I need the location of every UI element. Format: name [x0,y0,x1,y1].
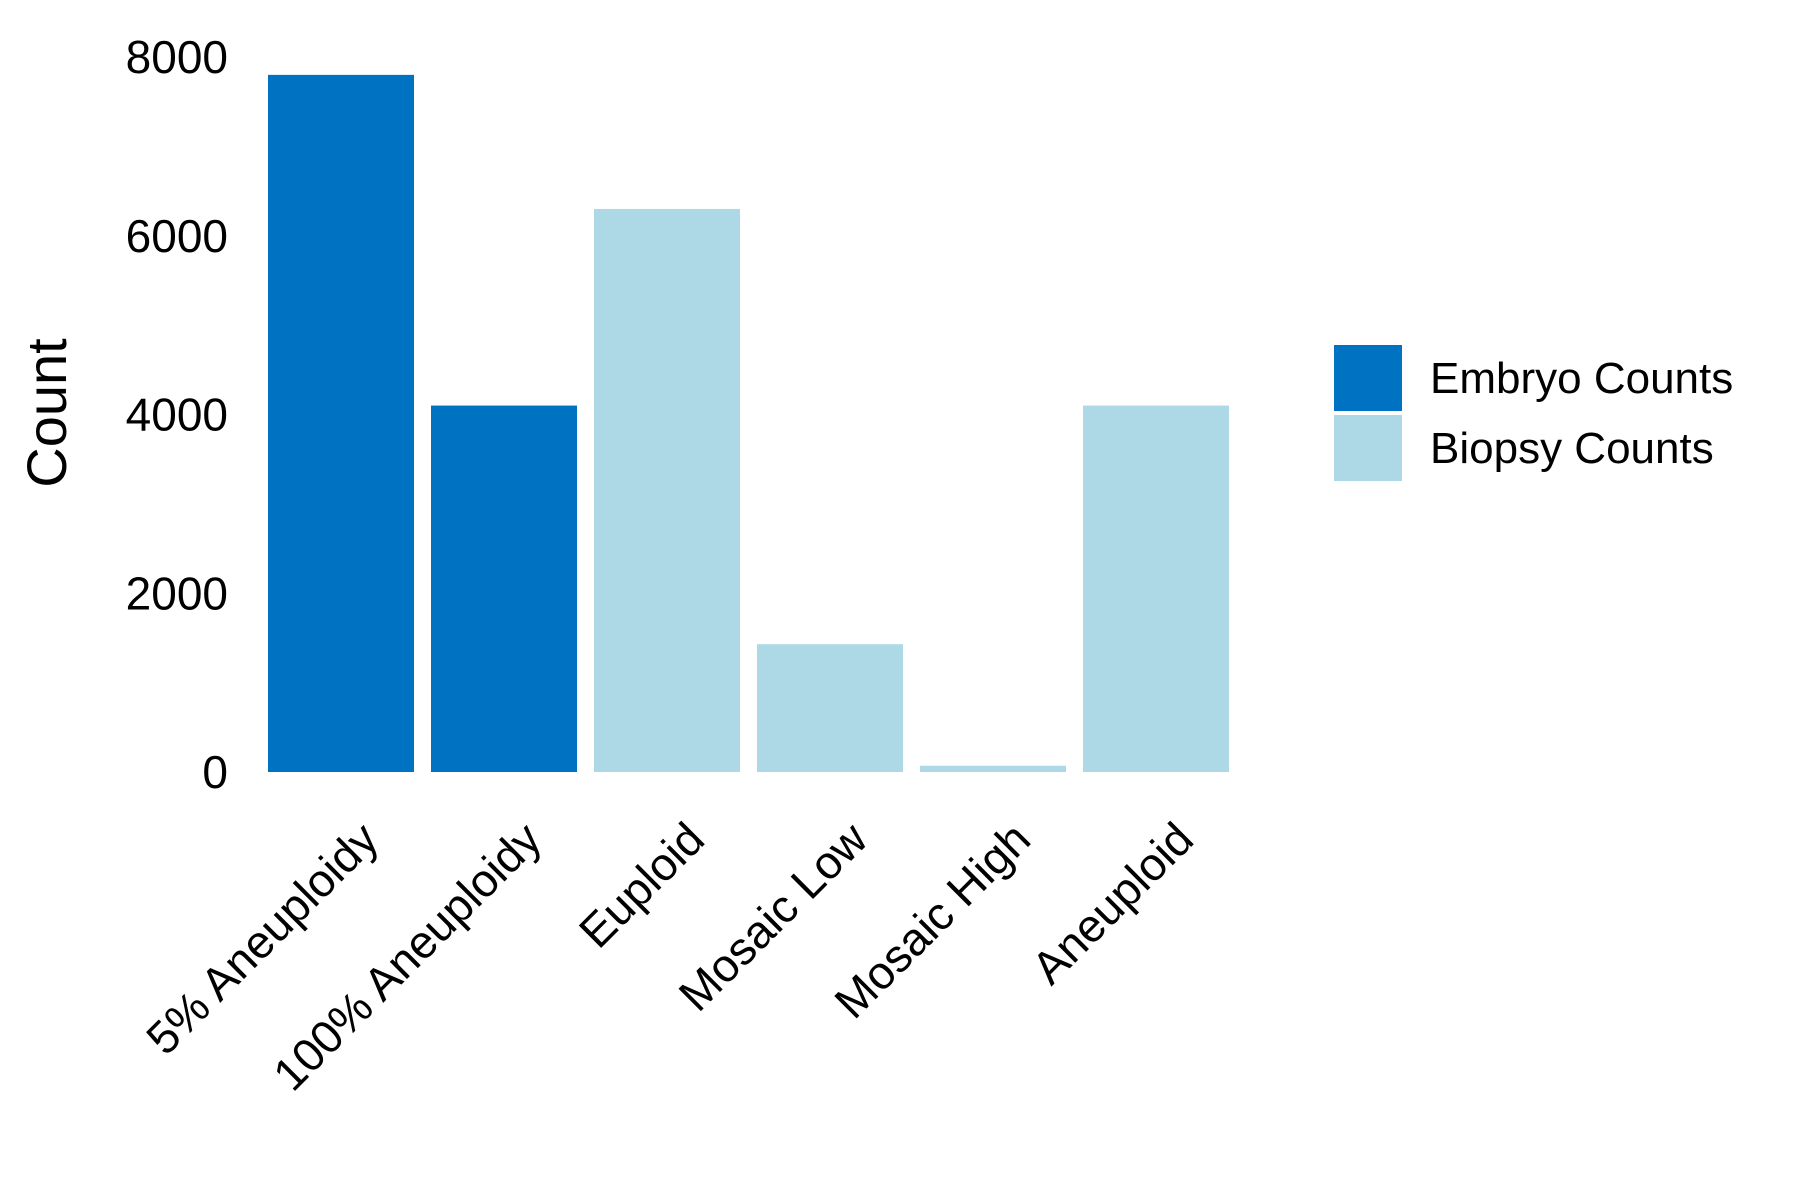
legend-key [1334,345,1402,411]
legend-label: Biopsy Counts [1430,424,1714,473]
x-tick-label: Euploid [569,812,714,957]
bar-euploid [594,208,740,772]
x-tick-label: 100% Aneuploidy [263,812,551,1100]
bar-100-aneuploidy [431,405,577,772]
y-tick-label: 4000 [126,389,228,441]
bar-mosaic-high [920,765,1066,772]
x-tick-label: Aneuploid [1022,812,1203,993]
bars [268,74,1229,772]
legend-key [1334,415,1402,481]
y-axis-ticks: 0 2000 4000 6000 8000 [126,31,228,798]
bar-aneuploid [1083,405,1229,772]
legend: Embryo Counts Biopsy Counts [1334,345,1733,481]
bar-5-aneuploidy [268,74,414,772]
bar-mosaic-low [757,644,903,772]
legend-label: Embryo Counts [1430,354,1733,403]
y-tick-label: 6000 [126,210,228,262]
y-tick-label: 8000 [126,31,228,83]
y-axis-title: Count [15,338,78,488]
y-tick-label: 0 [202,746,228,798]
y-tick-label: 2000 [126,567,228,619]
